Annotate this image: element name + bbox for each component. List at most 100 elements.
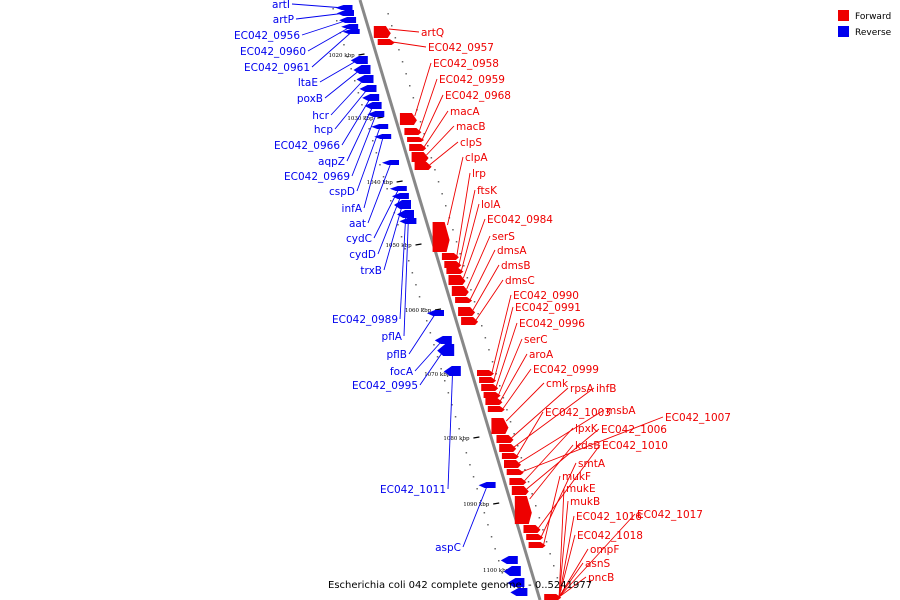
- track-dot: [408, 260, 410, 262]
- track-dot: [488, 349, 490, 351]
- tick-label: 1070 kbp: [424, 372, 451, 378]
- forward-leader-line: [558, 515, 575, 598]
- track-dot: [386, 188, 388, 190]
- track-dot: [426, 320, 428, 322]
- reverse-gene-feature: [500, 556, 518, 564]
- track-dot: [346, 56, 349, 58]
- track-dot: [458, 428, 460, 430]
- forward-gene-label: mukF: [562, 471, 591, 483]
- forward-leader-line: [558, 534, 576, 598]
- reverse-leader-line: [311, 31, 352, 68]
- track-dot: [459, 253, 461, 255]
- reverse-gene-label: cydC: [346, 233, 372, 245]
- track-dot: [463, 265, 465, 267]
- reverse-gene-label: focA: [390, 366, 414, 378]
- track-dot: [387, 13, 389, 15]
- forward-gene-label: serS: [492, 231, 515, 243]
- track-dot: [394, 37, 397, 39]
- reverse-gene-label: hcr: [312, 110, 329, 122]
- reverse-gene-label: hcp: [314, 124, 333, 136]
- reverse-leader-line: [363, 136, 384, 209]
- track-dot: [364, 116, 367, 118]
- track-dot: [520, 457, 523, 459]
- track-dot: [472, 476, 475, 478]
- forward-gene-label: EC042_0957: [428, 42, 494, 54]
- forward-gene-feature: [414, 162, 432, 170]
- reverse-gene-label: pflB: [387, 349, 407, 361]
- forward-gene-label: rpsA: [570, 383, 594, 395]
- forward-leader-line: [511, 387, 569, 439]
- tick-label: 1080 kbp: [443, 436, 470, 442]
- forward-gene-label: clpA: [465, 152, 488, 164]
- forward-gene-label: serC: [524, 334, 548, 346]
- forward-gene-label: EC042_0990: [513, 290, 579, 302]
- track-dot: [422, 308, 424, 310]
- track-dot: [473, 301, 476, 303]
- forward-gene-feature: [491, 418, 509, 434]
- forward-leader-line: [421, 94, 444, 141]
- track-dot: [505, 584, 507, 586]
- reverse-leader-line: [403, 220, 409, 337]
- forward-leader-line: [388, 28, 420, 33]
- forward-gene-label: dmsA: [497, 245, 527, 257]
- reverse-gene-label: infA: [342, 203, 363, 215]
- track-dot: [477, 313, 479, 315]
- track-dot: [447, 392, 450, 394]
- reverse-gene-feature: [371, 124, 389, 129]
- track-dot: [542, 529, 544, 531]
- forward-gene-feature: [528, 542, 546, 548]
- legend-forward-label: Forward: [855, 12, 891, 22]
- forward-leader-line: [458, 189, 476, 265]
- forward-leader-line: [491, 294, 512, 374]
- tick-label: 1100 kbp: [483, 568, 510, 574]
- track-dot: [436, 356, 439, 358]
- forward-gene-feature: [499, 444, 517, 452]
- reverse-gene-label: EC042_0960: [240, 46, 306, 58]
- reverse-gene-label: aspC: [435, 542, 461, 554]
- features-layer: [335, 5, 562, 600]
- forward-leader-line: [558, 500, 569, 598]
- forward-leader-line: [462, 218, 486, 279]
- track-dot: [434, 169, 436, 171]
- forward-leader-line: [472, 264, 500, 311]
- reverse-leader-line: [330, 77, 366, 116]
- forward-leader-line: [418, 78, 438, 132]
- forward-gene-feature: [461, 317, 479, 325]
- track-dot: [491, 361, 494, 363]
- track-dot: [412, 97, 415, 99]
- track-dot: [401, 61, 404, 63]
- reverse-gene-label: EC042_0956: [234, 30, 300, 42]
- forward-leader-line: [513, 387, 595, 448]
- forward-gene-label: dmsB: [501, 260, 531, 272]
- reverse-gene-label: cspD: [329, 186, 355, 198]
- forward-gene-feature: [448, 275, 466, 285]
- reverse-leader-line: [356, 126, 381, 192]
- forward-gene-label: EC042_1006: [601, 424, 667, 436]
- forward-leader-line: [523, 427, 574, 482]
- reverse-leader-line: [408, 312, 437, 355]
- forward-gene-feature: [399, 113, 417, 125]
- forward-gene-feature: [506, 469, 524, 475]
- forward-leader-line: [521, 416, 664, 473]
- forward-gene-feature: [477, 370, 494, 376]
- track-dot: [409, 85, 411, 87]
- track-dot: [379, 164, 381, 166]
- forward-leader-line: [502, 368, 532, 410]
- forward-leader-line: [392, 41, 427, 48]
- forward-leader-line: [469, 249, 496, 301]
- track-dot: [494, 548, 496, 550]
- forward-gene-label: smtA: [578, 458, 606, 470]
- track-dot: [391, 25, 393, 27]
- forward-leader-line: [423, 110, 449, 148]
- track-dot: [382, 176, 385, 178]
- track-dot: [465, 452, 468, 454]
- reverse-gene-label: artP: [273, 14, 294, 26]
- tick-mark: [396, 180, 403, 183]
- reverse-leader-line: [334, 87, 369, 130]
- forward-gene-label: mukB: [570, 496, 600, 508]
- track-dot: [470, 289, 472, 291]
- forward-gene-feature: [407, 137, 425, 142]
- track-dot: [549, 553, 551, 555]
- track-dot: [490, 536, 493, 538]
